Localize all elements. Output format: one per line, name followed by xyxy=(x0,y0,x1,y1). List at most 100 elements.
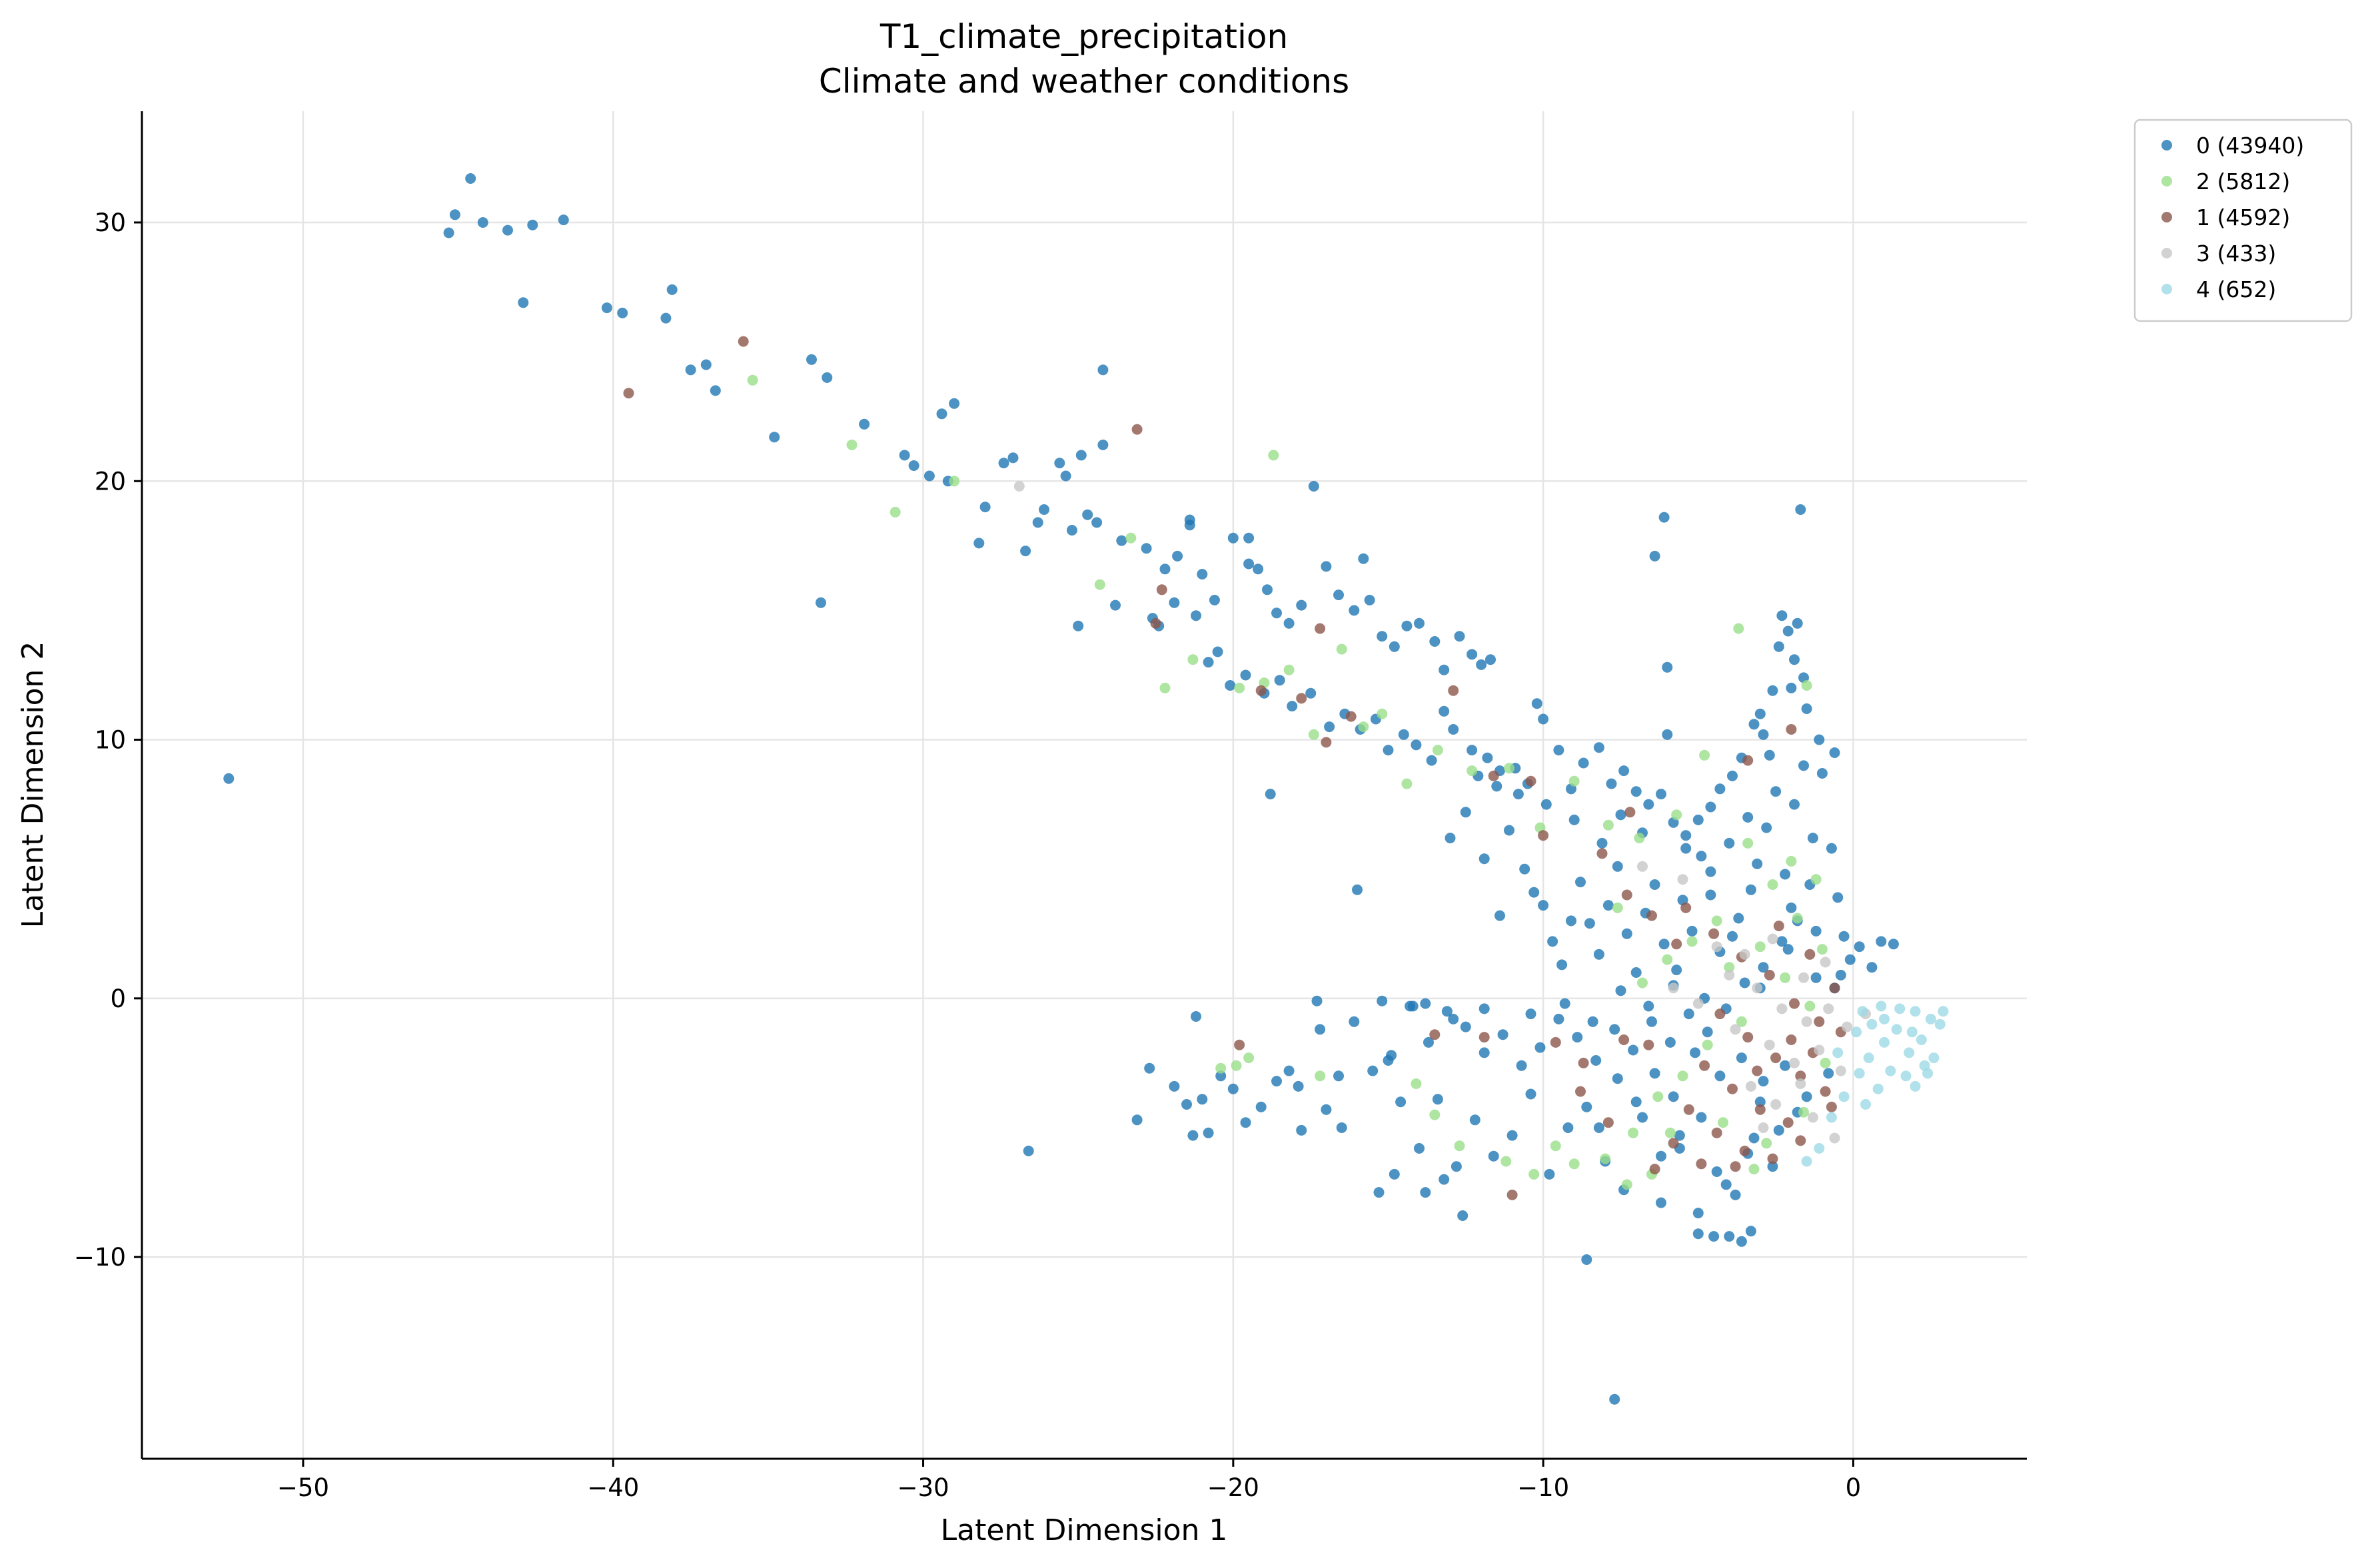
data-point xyxy=(1141,543,1152,554)
data-point xyxy=(908,460,919,471)
data-point xyxy=(1792,913,1803,924)
data-point xyxy=(1705,801,1716,813)
data-point xyxy=(1829,747,1840,758)
data-point xyxy=(1231,1060,1242,1071)
data-point xyxy=(1283,1065,1295,1076)
x-tick-label: −20 xyxy=(1207,1473,1259,1502)
data-point xyxy=(1255,1101,1267,1112)
data-point xyxy=(1618,765,1630,777)
data-point xyxy=(1615,809,1626,821)
data-point xyxy=(1891,1024,1902,1035)
data-point xyxy=(1287,701,1298,712)
data-point xyxy=(1097,364,1109,376)
data-point xyxy=(1411,1078,1422,1089)
data-point xyxy=(1656,1197,1666,1208)
data-point xyxy=(1662,729,1673,740)
data-point xyxy=(1401,620,1413,631)
data-point xyxy=(1733,623,1744,634)
data-point xyxy=(1451,1161,1462,1172)
data-point xyxy=(1646,910,1657,921)
data-point xyxy=(1938,1006,1949,1017)
data-point xyxy=(1736,1236,1747,1247)
series-0 xyxy=(223,173,1899,1405)
data-point xyxy=(1662,661,1673,673)
data-point xyxy=(1807,833,1818,844)
data-point xyxy=(1754,941,1766,953)
data-point xyxy=(1516,1060,1527,1071)
data-point xyxy=(1888,939,1899,950)
data-point xyxy=(1730,1189,1741,1200)
data-point xyxy=(1439,1174,1450,1185)
data-point xyxy=(1457,1210,1469,1221)
data-point xyxy=(1621,928,1632,939)
data-point xyxy=(1656,1150,1666,1162)
data-point xyxy=(1696,1158,1707,1170)
data-point xyxy=(710,385,721,396)
data-point xyxy=(1315,623,1326,634)
data-point xyxy=(1283,617,1295,629)
data-point xyxy=(1039,504,1049,515)
data-point xyxy=(1742,812,1754,823)
data-point xyxy=(1680,902,1692,913)
data-point xyxy=(1807,1112,1818,1123)
data-point xyxy=(1801,680,1812,691)
data-point xyxy=(1748,719,1760,730)
data-point xyxy=(889,506,901,518)
legend-label: 4 (652) xyxy=(2196,276,2276,302)
data-point xyxy=(1568,775,1580,787)
data-point xyxy=(1612,861,1623,872)
data-point xyxy=(1724,969,1735,980)
data-point xyxy=(1910,1006,1921,1017)
data-point xyxy=(1506,1130,1518,1141)
data-point xyxy=(1692,814,1704,825)
data-point xyxy=(1197,569,1208,580)
data-point xyxy=(1752,1065,1763,1076)
data-point xyxy=(1699,1060,1710,1071)
data-point xyxy=(1441,1006,1453,1017)
data-point xyxy=(1866,1018,1878,1030)
data-point xyxy=(1209,594,1220,605)
data-point xyxy=(685,364,696,376)
axis-ticks: −50 −40 −30 −20 −10 0 −10 0 10 20 30 xyxy=(74,208,1861,1502)
data-point xyxy=(1395,1096,1407,1108)
x-tick-label: −30 xyxy=(897,1473,949,1502)
legend-marker xyxy=(2161,176,2172,187)
data-point xyxy=(1637,977,1648,988)
data-point xyxy=(1692,1228,1704,1240)
data-point xyxy=(1212,646,1223,657)
data-point xyxy=(1420,1187,1431,1198)
data-point xyxy=(1575,1086,1586,1097)
data-point xyxy=(1615,985,1626,996)
data-point xyxy=(1429,1029,1441,1040)
data-point xyxy=(1131,424,1143,435)
data-point xyxy=(1398,729,1409,740)
data-point xyxy=(998,458,1009,469)
data-point xyxy=(1172,550,1183,562)
chart-subtitle: Climate and weather conditions xyxy=(819,62,1349,101)
data-point xyxy=(1097,439,1109,450)
data-point xyxy=(1885,1065,1896,1076)
data-point xyxy=(1467,745,1478,756)
data-point xyxy=(1469,1114,1481,1126)
data-point xyxy=(1538,713,1549,725)
data-point xyxy=(1426,755,1437,766)
data-point xyxy=(1708,928,1720,939)
data-point xyxy=(1144,1062,1155,1074)
series-4 xyxy=(1801,1000,1949,1167)
legend-marker xyxy=(2161,140,2172,151)
data-point xyxy=(1094,579,1105,590)
data-point xyxy=(1414,1143,1425,1154)
data-point xyxy=(666,284,678,295)
data-point xyxy=(1668,1138,1679,1149)
data-point xyxy=(1745,884,1756,895)
data-point xyxy=(1479,1003,1490,1014)
data-point xyxy=(1377,995,1388,1006)
data-point xyxy=(1789,799,1800,810)
data-point xyxy=(1110,599,1121,611)
data-point xyxy=(1711,915,1722,927)
data-point xyxy=(518,297,529,308)
data-point xyxy=(1296,693,1307,704)
x-tick-label: 0 xyxy=(1846,1473,1862,1502)
data-point xyxy=(1854,941,1865,953)
data-point xyxy=(1761,1138,1772,1149)
